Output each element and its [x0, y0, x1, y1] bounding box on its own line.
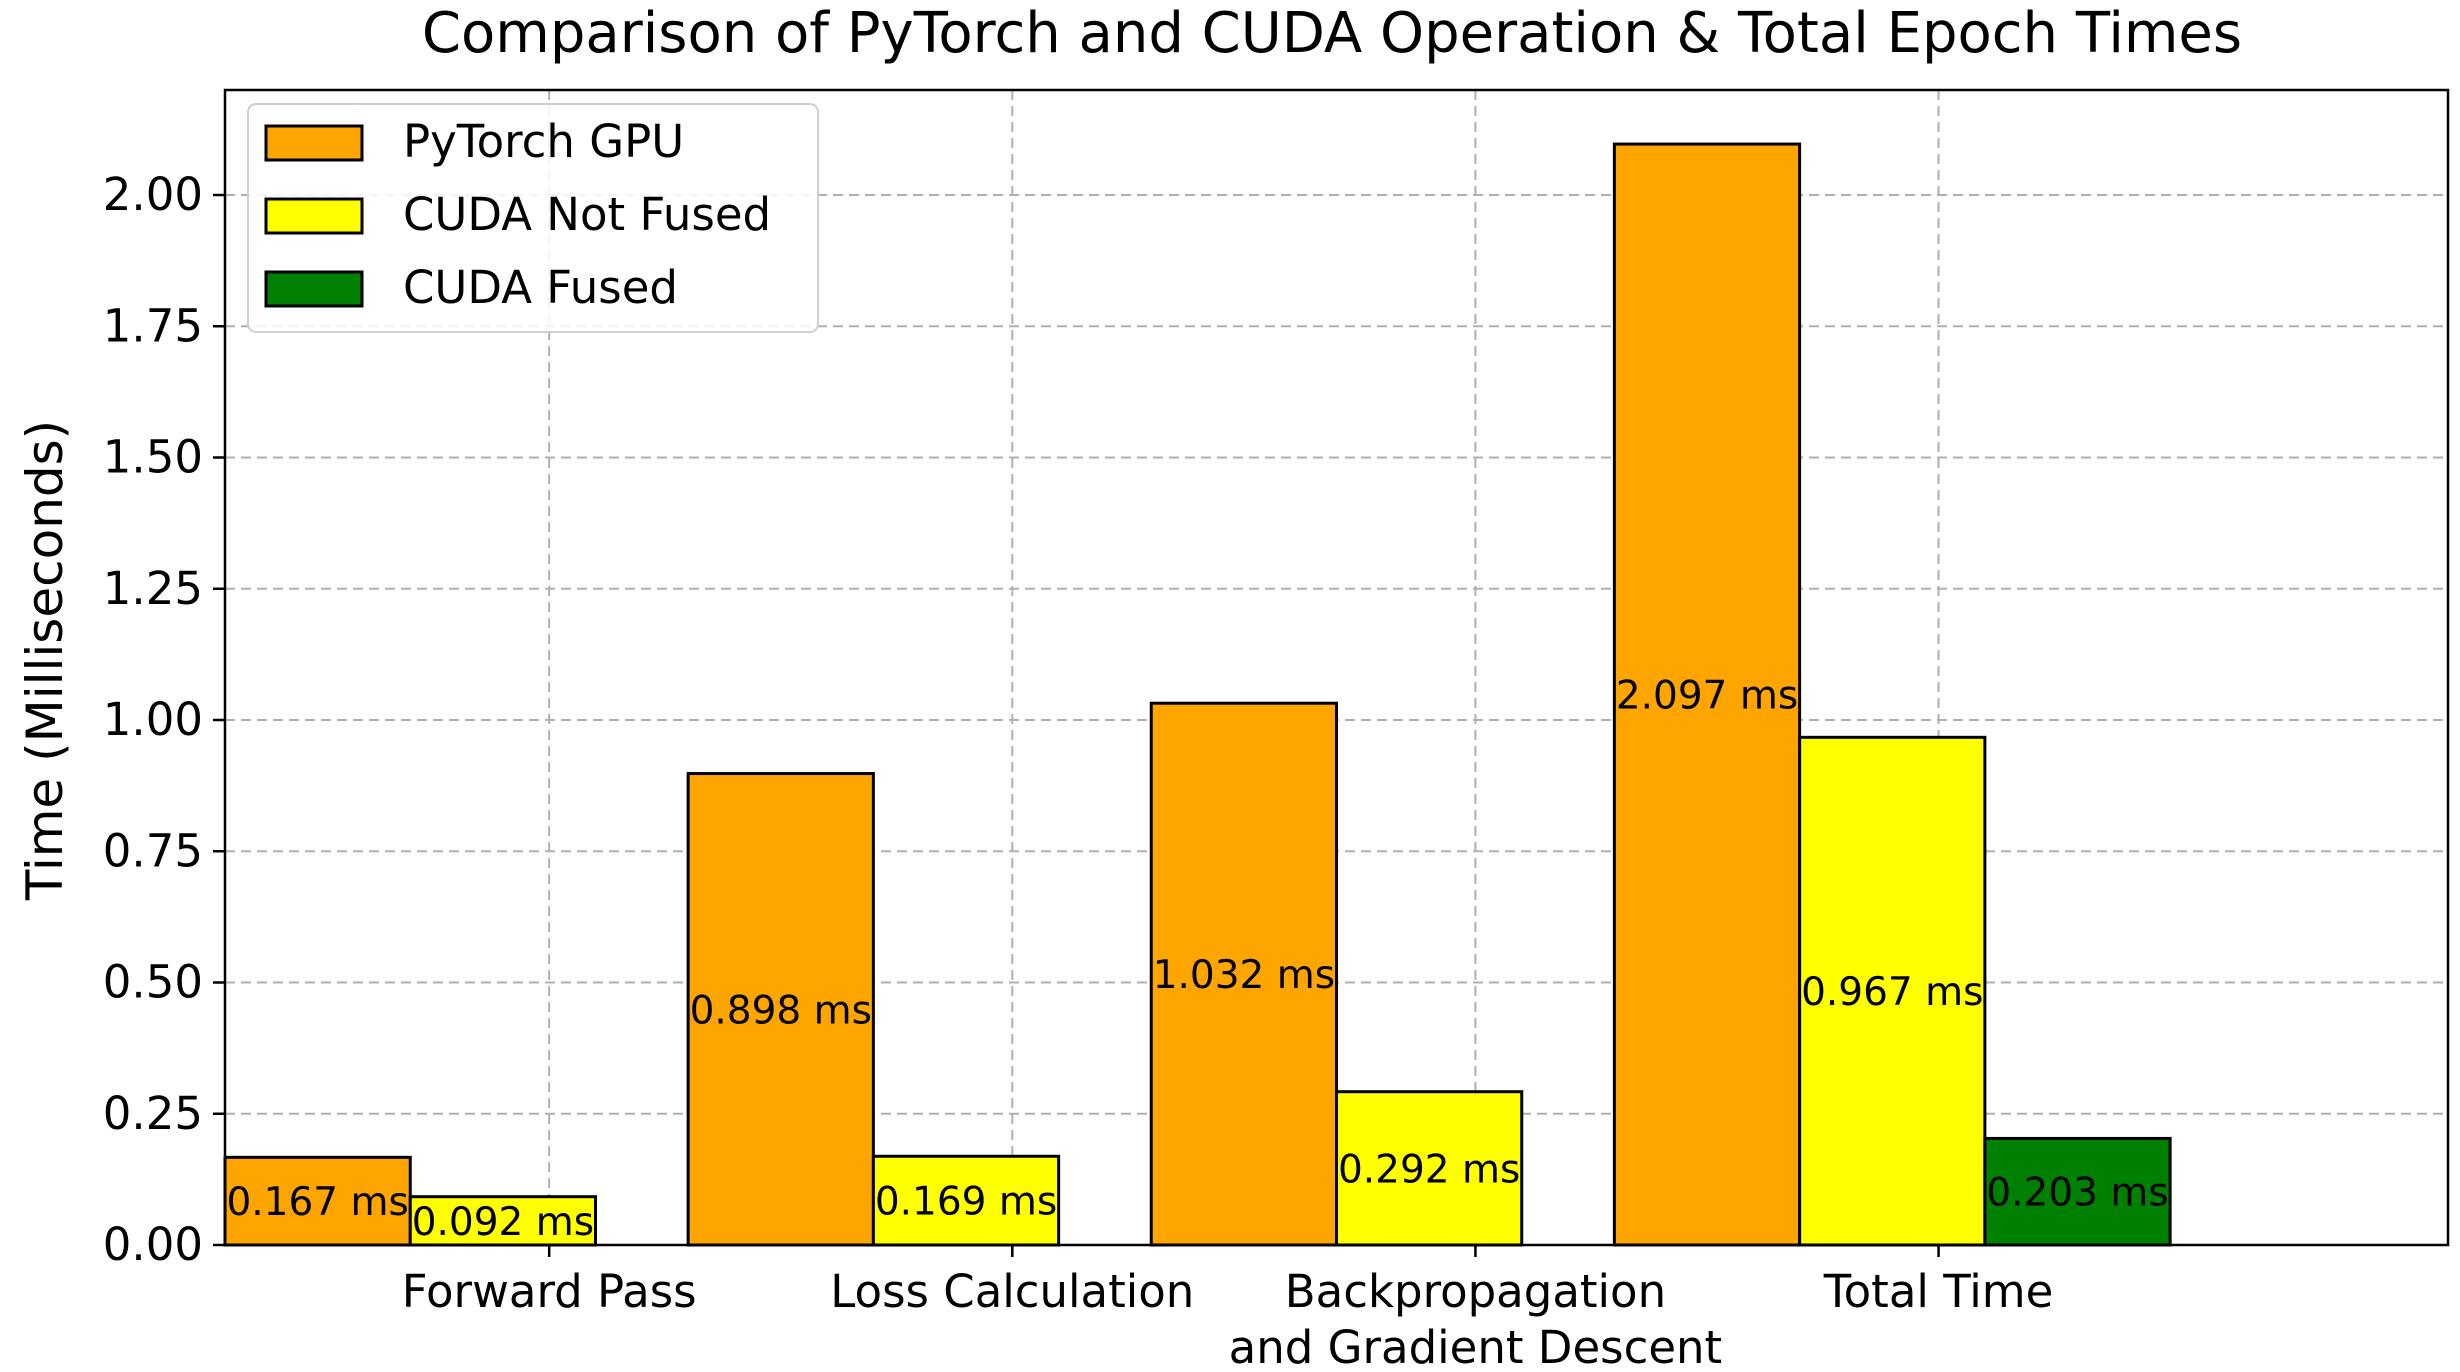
bar	[408, 1195, 597, 1247]
bar-value-label: 1.032 ms	[1153, 953, 1335, 998]
y-tick-label: 0.25	[103, 1087, 203, 1140]
x-tick-label: Forward Pass	[402, 1265, 697, 1318]
y-axis-ticks: 0.00 0.25 0.50 0.75 1.00 1.25 1.50 1.75 2.00	[103, 168, 225, 1271]
x-tick-label: Loss Calculation	[830, 1265, 1194, 1318]
chart-title: Comparison of PyTorch and CUDA Operation…	[422, 1, 2242, 66]
legend-box	[247, 103, 819, 333]
y-tick-label: 1.00	[103, 693, 203, 746]
x-axis-ticks: Forward Pass Loss Calculation Backpropagat…	[402, 1245, 2054, 1372]
bar-value-label: 0.169 ms	[875, 1180, 1057, 1225]
y-tick-label: 1.75	[103, 299, 203, 352]
data-labels: 0.167 ms 0.898 ms 1.032 ms 2.097 ms 0.092 ms…	[226, 674, 2168, 1245]
y-tick-label: 1.25	[103, 562, 203, 615]
legend-swatch	[264, 197, 364, 235]
bar-value-label: 0.898 ms	[690, 988, 872, 1033]
bar-value-label: 0.967 ms	[1801, 970, 1983, 1015]
legend-label: CUDA Fused	[403, 261, 678, 314]
x-tick-label: Total Time	[1823, 1265, 2054, 1318]
x-tick-label: and Gradient Descent	[1229, 1321, 1723, 1367]
legend-label: PyTorch GPU	[403, 115, 684, 168]
y-axis-label: Time (Milliseconds)	[16, 420, 74, 901]
y-tick-label: 2.00	[103, 168, 203, 221]
bar-value-label: 0.203 ms	[1986, 1171, 2168, 1216]
y-tick-label: 0.75	[103, 824, 203, 877]
plot-frame	[223, 88, 2450, 1247]
y-tick-label: 0.00	[103, 1218, 203, 1271]
legend-swatch	[264, 124, 364, 162]
bar	[1983, 1136, 2172, 1247]
legend-label: CUDA Not Fused	[403, 188, 771, 241]
bar-value-label: 0.167 ms	[226, 1180, 408, 1225]
y-tick-label: 1.50	[103, 431, 203, 484]
bar	[871, 1154, 1061, 1247]
bar-value-label: 0.092 ms	[412, 1200, 594, 1245]
legend: PyTorch GPU CUDA Not Fused CUDA Fused	[247, 103, 819, 333]
x-tick-label: Backpropagation	[1285, 1265, 1666, 1318]
y-tick-label: 0.50	[103, 956, 203, 1009]
bar	[686, 772, 875, 1247]
bar	[1612, 142, 1802, 1247]
bar-value-label: 2.097 ms	[1616, 674, 1798, 719]
bar-value-label: 0.292 ms	[1338, 1147, 1520, 1192]
bar	[1335, 1090, 1524, 1247]
legend-swatch	[264, 270, 364, 308]
bar	[1798, 735, 1987, 1247]
